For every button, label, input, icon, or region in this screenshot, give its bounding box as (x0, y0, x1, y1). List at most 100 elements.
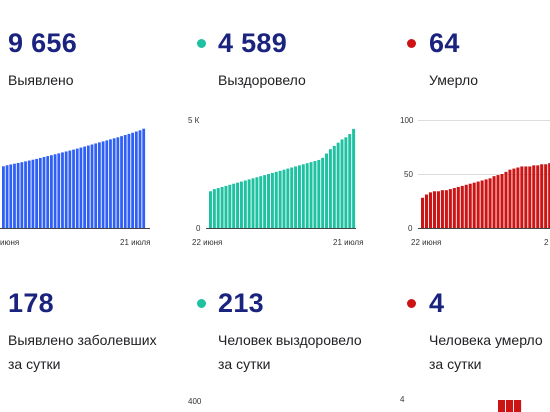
chart-bar (68, 150, 72, 228)
chart-bar (484, 179, 488, 228)
chart-bar (267, 174, 270, 228)
chart-bar (127, 133, 131, 228)
recovered-daily-dot (197, 299, 206, 308)
chart-bar (46, 156, 50, 228)
chart-bar (5, 165, 9, 228)
chart-bar (468, 183, 472, 228)
chart-bar (35, 158, 39, 228)
deaths-daily-label-line2: за сутки (429, 356, 482, 372)
chart-bar (282, 169, 286, 228)
chart-bar (2, 166, 5, 228)
chart-bar (232, 183, 236, 228)
chart-bar (263, 175, 267, 228)
chart-bar (239, 181, 243, 228)
chart-bar (27, 160, 31, 228)
chart-bar (131, 132, 135, 228)
cases-daily-label-line2: за сутки (8, 356, 61, 372)
chart-bar (31, 159, 35, 228)
chart-bar (236, 182, 240, 228)
chart-bar (520, 166, 524, 228)
chart-bar (116, 137, 120, 228)
chart-bar (259, 176, 263, 228)
cases-cumulative-chart: июня 21 июля (0, 128, 150, 247)
chart-bar (492, 176, 496, 228)
chart-bar (290, 167, 294, 228)
chart-bar (480, 180, 484, 228)
chart-bar (424, 194, 429, 228)
chart-bar (496, 175, 500, 228)
chart-bar (209, 191, 212, 228)
chart-bar (294, 166, 298, 228)
deaths-total-value: 64 (429, 28, 460, 58)
deaths-x-tick-end: 2 (544, 238, 549, 247)
cases-x-tick-end: 21 июля (120, 238, 150, 247)
deaths-y-tick-zero: 0 (408, 224, 413, 233)
chart-bar (344, 137, 348, 228)
deaths-legend-dot (407, 39, 416, 48)
chart-bar (9, 164, 13, 228)
chart-bar (16, 162, 20, 228)
chart-bar (476, 181, 480, 228)
chart-bar (38, 157, 42, 228)
deaths-daily-chart: 4 (400, 395, 522, 412)
recovered-daily-value: 213 (218, 288, 264, 318)
recovered-y-tick-top: 5 К (188, 116, 200, 125)
recovered-legend-dot (197, 39, 206, 48)
chart-bar (504, 171, 508, 228)
chart-bar (448, 189, 452, 228)
chart-bar (286, 168, 290, 228)
chart-bar (13, 163, 16, 228)
chart-bar (336, 142, 340, 228)
chart-bar (255, 177, 259, 228)
chart-bar (123, 135, 127, 228)
chart-bar (228, 184, 232, 228)
chart-bar (134, 131, 138, 228)
chart-bar (421, 197, 425, 228)
chart-bar (456, 186, 460, 228)
recovered-total-value: 4 589 (218, 28, 288, 58)
chart-bar (325, 153, 329, 228)
chart-bar (109, 139, 112, 228)
chart-bar (101, 141, 105, 228)
recovered-y-tick-zero: 0 (196, 224, 201, 233)
chart-bar (120, 136, 123, 228)
chart-bar (498, 400, 506, 412)
deaths-cumulative-chart: 100 50 0 22 июня 2 (400, 116, 550, 247)
chart-bar (24, 161, 27, 228)
chart-bar (532, 165, 536, 228)
chart-bar (83, 146, 87, 228)
chart-bar (432, 191, 436, 228)
chart-bar (348, 134, 352, 228)
chart-bar (138, 130, 142, 228)
chart-bar (328, 149, 332, 228)
chart-bar (317, 159, 321, 228)
chart-bar (79, 147, 83, 228)
chart-bar (243, 180, 247, 228)
deaths-daily-dot (407, 299, 416, 308)
chart-bar (516, 167, 520, 228)
cases-total-label: Выявлено (8, 72, 74, 88)
recovered-x-tick-start: 22 июня (192, 238, 222, 247)
chart-bar (512, 168, 516, 228)
chart-bar (212, 189, 216, 228)
recovered-x-tick-end: 21 июля (333, 238, 363, 247)
deaths-total-label: Умерло (429, 72, 479, 88)
chart-bar (514, 400, 522, 412)
chart-bar (86, 145, 90, 228)
chart-bar (524, 166, 528, 228)
chart-bar (301, 164, 305, 228)
chart-bar (436, 191, 440, 228)
chart-bar (274, 171, 278, 228)
chart-bar (309, 162, 313, 228)
chart-bar (536, 165, 540, 228)
cases-daily-label-line1: Выявлено заболевших (8, 332, 157, 348)
chart-bar (42, 157, 46, 228)
chart-bar (500, 174, 504, 228)
chart-bar (460, 185, 464, 228)
chart-bar (488, 178, 492, 228)
chart-bar (20, 162, 24, 228)
chart-bar (94, 143, 98, 228)
recovered-daily-y-tick-top: 400 (188, 397, 202, 406)
chart-bar (224, 185, 228, 228)
chart-bar (64, 151, 68, 228)
